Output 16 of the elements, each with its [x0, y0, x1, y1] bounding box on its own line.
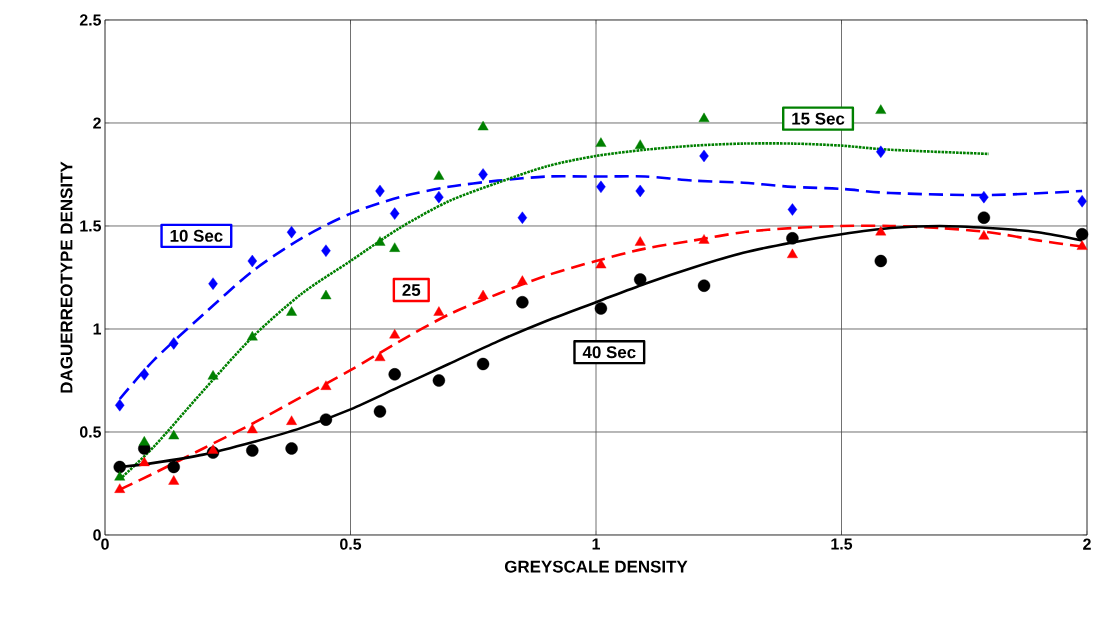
y-tick-label: 2 — [93, 117, 101, 129]
x-tick-label: 1.5 — [831, 538, 853, 550]
y-axis-title: DAGUERREOTYPE DENSITY — [60, 161, 73, 393]
series-label: 15 Sec — [792, 112, 845, 125]
y-tick-label: 1 — [93, 323, 102, 335]
x-axis-title: GREYSCALE DENSITY — [504, 560, 688, 573]
x-tick-label: 0.5 — [340, 538, 362, 550]
text: 40 Sec — [582, 346, 636, 359]
y-tick-label: 0.5 — [79, 426, 102, 438]
y-tick-label: 2.5 — [79, 14, 102, 26]
text: 10 Sec — [170, 229, 223, 242]
x-tick-label: 2 — [1083, 538, 1091, 550]
y-tick-label: 1.5 — [80, 220, 102, 232]
y-tick-label: 0 — [93, 529, 101, 541]
series-label: 25 — [402, 283, 421, 296]
x-tick-label: 1 — [592, 538, 600, 550]
